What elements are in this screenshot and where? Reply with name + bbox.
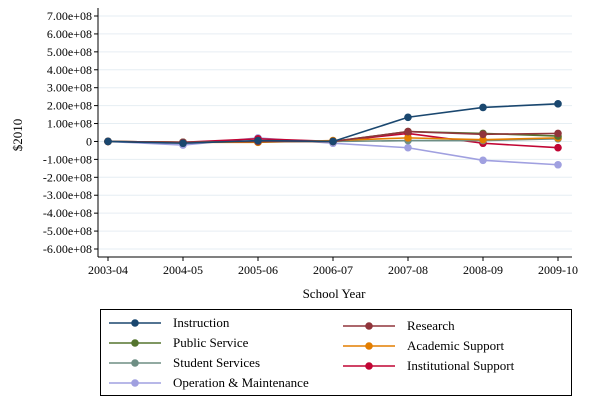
legend-swatch	[343, 322, 395, 330]
y-tick-label: 7.00e+08	[47, 9, 92, 23]
data-point	[179, 139, 187, 148]
y-tick-label: -1.00e+08	[43, 152, 92, 166]
legend-label: Public Service	[173, 335, 249, 350]
y-tick-label: 1.00e+08	[47, 117, 92, 131]
data-point	[554, 160, 562, 169]
legend-item: Research	[341, 317, 455, 335]
legend-item: Institutional Support	[341, 357, 514, 375]
data-point	[554, 100, 562, 108]
legend-item: Instruction	[107, 314, 229, 332]
x-axis-title: School Year	[303, 286, 367, 301]
y-axis: 7.00e+08 6.00e+08 5.00e+08 4.00e+08 3.00e+08…	[43, 8, 99, 257]
x-tick-label: 2005-06	[238, 263, 278, 277]
legend-label: Student Services	[173, 355, 261, 370]
x-tick-label: 2006-07	[313, 263, 353, 277]
data-point	[554, 143, 562, 152]
y-tick-label: 6.00e+08	[47, 27, 92, 41]
y-tick-label: -2.00e+08	[43, 170, 92, 184]
y-tick-label: 5.00e+08	[47, 45, 92, 59]
x-tick-label: 2003-04	[88, 263, 128, 277]
legend-label: Research	[407, 318, 455, 333]
legend-item: Student Services	[107, 354, 260, 372]
data-point	[104, 137, 112, 146]
legend-swatch	[109, 379, 161, 387]
legend-swatch	[109, 319, 161, 327]
y-tick-label: 2.00e+08	[47, 99, 92, 113]
y-tick-label: -6.00e+08	[43, 242, 92, 256]
data-point	[404, 143, 412, 152]
y-axis-title: $2010	[10, 119, 25, 152]
data-point	[479, 130, 487, 139]
data-point	[479, 103, 487, 112]
data-point	[404, 134, 412, 142]
y-tick-label: 3.00e+08	[47, 81, 92, 95]
line-chart: 7.00e+08 6.00e+08 5.00e+08 4.00e+08 3.00e+08…	[10, 8, 578, 301]
x-tick-label: 2004-05	[163, 263, 203, 277]
legend-item: Public Service	[107, 334, 248, 352]
x-tick-label: 2009-10	[538, 263, 578, 277]
y-tick-label: -4.00e+08	[43, 206, 92, 220]
data-point	[554, 129, 562, 138]
data-point	[254, 136, 262, 145]
data-point	[404, 113, 412, 122]
data-point	[479, 156, 487, 165]
data-point	[479, 135, 487, 144]
series-instruction	[104, 100, 562, 148]
data-point	[329, 137, 337, 146]
legend-label: Academic Support	[407, 338, 505, 353]
legend-swatch	[343, 362, 395, 370]
y-tick-label: -3.00e+08	[43, 188, 92, 202]
legend-swatch	[343, 342, 395, 350]
y-tick-label: 0	[86, 134, 92, 148]
legend-label: Institutional Support	[407, 358, 515, 373]
legend-swatch	[109, 339, 161, 347]
x-tick-label: 2008-09	[463, 263, 503, 277]
x-tick-label: 2007-08	[388, 263, 428, 277]
y-tick-label: -5.00e+08	[43, 224, 92, 238]
y-tick-label: 4.00e+08	[47, 63, 92, 77]
grid-lines	[98, 15, 572, 250]
series-group	[104, 100, 562, 169]
data-point	[404, 127, 412, 136]
legend: Instruction Research Public Service Academi…	[100, 309, 572, 396]
legend-item: Operation & Maintenance	[107, 374, 309, 392]
legend-label: Operation & Maintenance	[173, 375, 309, 390]
legend-swatch	[109, 359, 161, 367]
x-axis: 2003-04 2004-05 2005-06 2006-07 2007-08 2008-…	[88, 256, 578, 277]
legend-item: Academic Support	[341, 337, 504, 355]
legend-label: Instruction	[173, 315, 230, 330]
